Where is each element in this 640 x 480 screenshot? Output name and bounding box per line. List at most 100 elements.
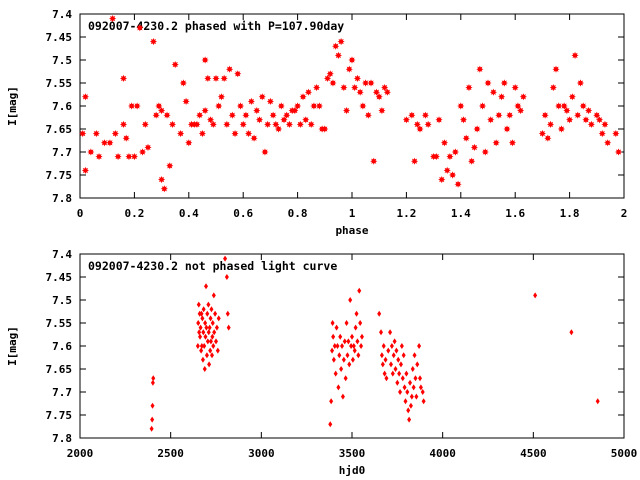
- data-point: [136, 24, 144, 32]
- data-point: [201, 329, 206, 336]
- data-point: [407, 416, 412, 423]
- data-point: [210, 352, 215, 359]
- data-point: [224, 274, 229, 280]
- data-point: [155, 102, 163, 110]
- data-point: [214, 338, 218, 345]
- data-point: [498, 93, 506, 101]
- data-point: [205, 338, 210, 345]
- data-point: [451, 148, 459, 156]
- data-point: [412, 352, 417, 359]
- data-point: [212, 329, 217, 336]
- data-point: [381, 84, 389, 92]
- data-point: [571, 51, 579, 59]
- data-point: [223, 120, 231, 128]
- data-point: [345, 65, 353, 73]
- data-point: [541, 111, 549, 119]
- y-tick-label: 7.65: [46, 363, 73, 376]
- data-point: [228, 111, 236, 119]
- data-point: [362, 79, 370, 87]
- data-point: [166, 162, 174, 170]
- data-point: [326, 70, 334, 78]
- data-point: [171, 61, 179, 69]
- data-point: [215, 102, 223, 110]
- data-point: [394, 347, 399, 354]
- y-tick-label: 7.7: [52, 146, 72, 159]
- unphased-light-curve-plot: 2000 2500 3000 3500 4000 4500 5000 7.4 7.45 7.5 7.…: [6, 248, 637, 477]
- data-point: [313, 84, 321, 92]
- data-point: [209, 306, 214, 313]
- data-point: [569, 329, 574, 336]
- data-point: [379, 329, 384, 336]
- data-point: [347, 361, 352, 368]
- data-point: [122, 134, 130, 142]
- data-point: [557, 125, 566, 133]
- y-tick-label: 7.45: [46, 31, 73, 44]
- data-point: [401, 352, 406, 359]
- data-point: [204, 283, 209, 290]
- data-point: [506, 111, 514, 119]
- data-point: [413, 375, 418, 382]
- data-point: [514, 102, 522, 110]
- data-point: [350, 356, 355, 363]
- x-axis-label: phase: [335, 224, 368, 237]
- data-point: [150, 416, 155, 423]
- data-point: [177, 130, 185, 138]
- data-point: [225, 310, 230, 317]
- data-point: [383, 88, 391, 96]
- data-point: [217, 93, 226, 101]
- data-point: [79, 130, 87, 138]
- data-point: [150, 402, 155, 409]
- data-point: [203, 320, 208, 326]
- data-point: [473, 125, 481, 133]
- data-point: [331, 333, 336, 340]
- x-tick-label: 0.2: [124, 207, 144, 220]
- data-point: [266, 97, 274, 105]
- data-point: [418, 384, 423, 391]
- data-point: [198, 324, 203, 331]
- data-point: [208, 315, 213, 322]
- data-point: [245, 130, 253, 138]
- x-tick-label: 2000: [67, 447, 94, 460]
- data-point: [563, 107, 571, 115]
- data-point: [247, 97, 255, 105]
- data-point: [408, 402, 413, 409]
- data-point: [446, 153, 454, 161]
- y-tick-label: 7.8: [52, 192, 72, 205]
- data-point: [198, 333, 203, 340]
- data-point: [355, 338, 360, 345]
- y-tick-label: 7.65: [46, 123, 73, 136]
- data-point: [457, 102, 465, 110]
- data-point: [328, 421, 333, 428]
- data-point: [323, 74, 332, 82]
- data-point: [492, 139, 500, 147]
- data-point: [333, 370, 338, 377]
- data-point: [411, 384, 416, 391]
- data-point: [342, 338, 347, 345]
- data-point: [400, 375, 405, 382]
- data-point: [468, 157, 476, 165]
- y-tick-label: 7.6: [52, 340, 72, 353]
- data-point: [398, 361, 403, 368]
- data-point: [208, 338, 213, 345]
- data-point: [341, 356, 346, 363]
- data-point: [546, 120, 555, 128]
- data-point: [404, 370, 409, 377]
- y-tick-label: 7.4: [52, 8, 72, 21]
- data-point: [203, 333, 208, 340]
- data-point: [226, 324, 231, 331]
- data-point: [399, 343, 404, 349]
- data-point: [242, 111, 250, 119]
- data-point: [424, 120, 432, 128]
- data-point: [141, 120, 149, 128]
- data-point: [206, 329, 211, 336]
- data-point: [226, 65, 234, 73]
- data-point: [440, 139, 449, 147]
- data-point: [395, 379, 400, 386]
- data-point: [168, 120, 177, 128]
- data-point: [519, 93, 527, 101]
- data-point: [601, 120, 609, 128]
- data-point: [454, 180, 462, 188]
- data-point: [185, 139, 193, 147]
- data-point: [285, 120, 294, 128]
- data-point: [348, 56, 356, 64]
